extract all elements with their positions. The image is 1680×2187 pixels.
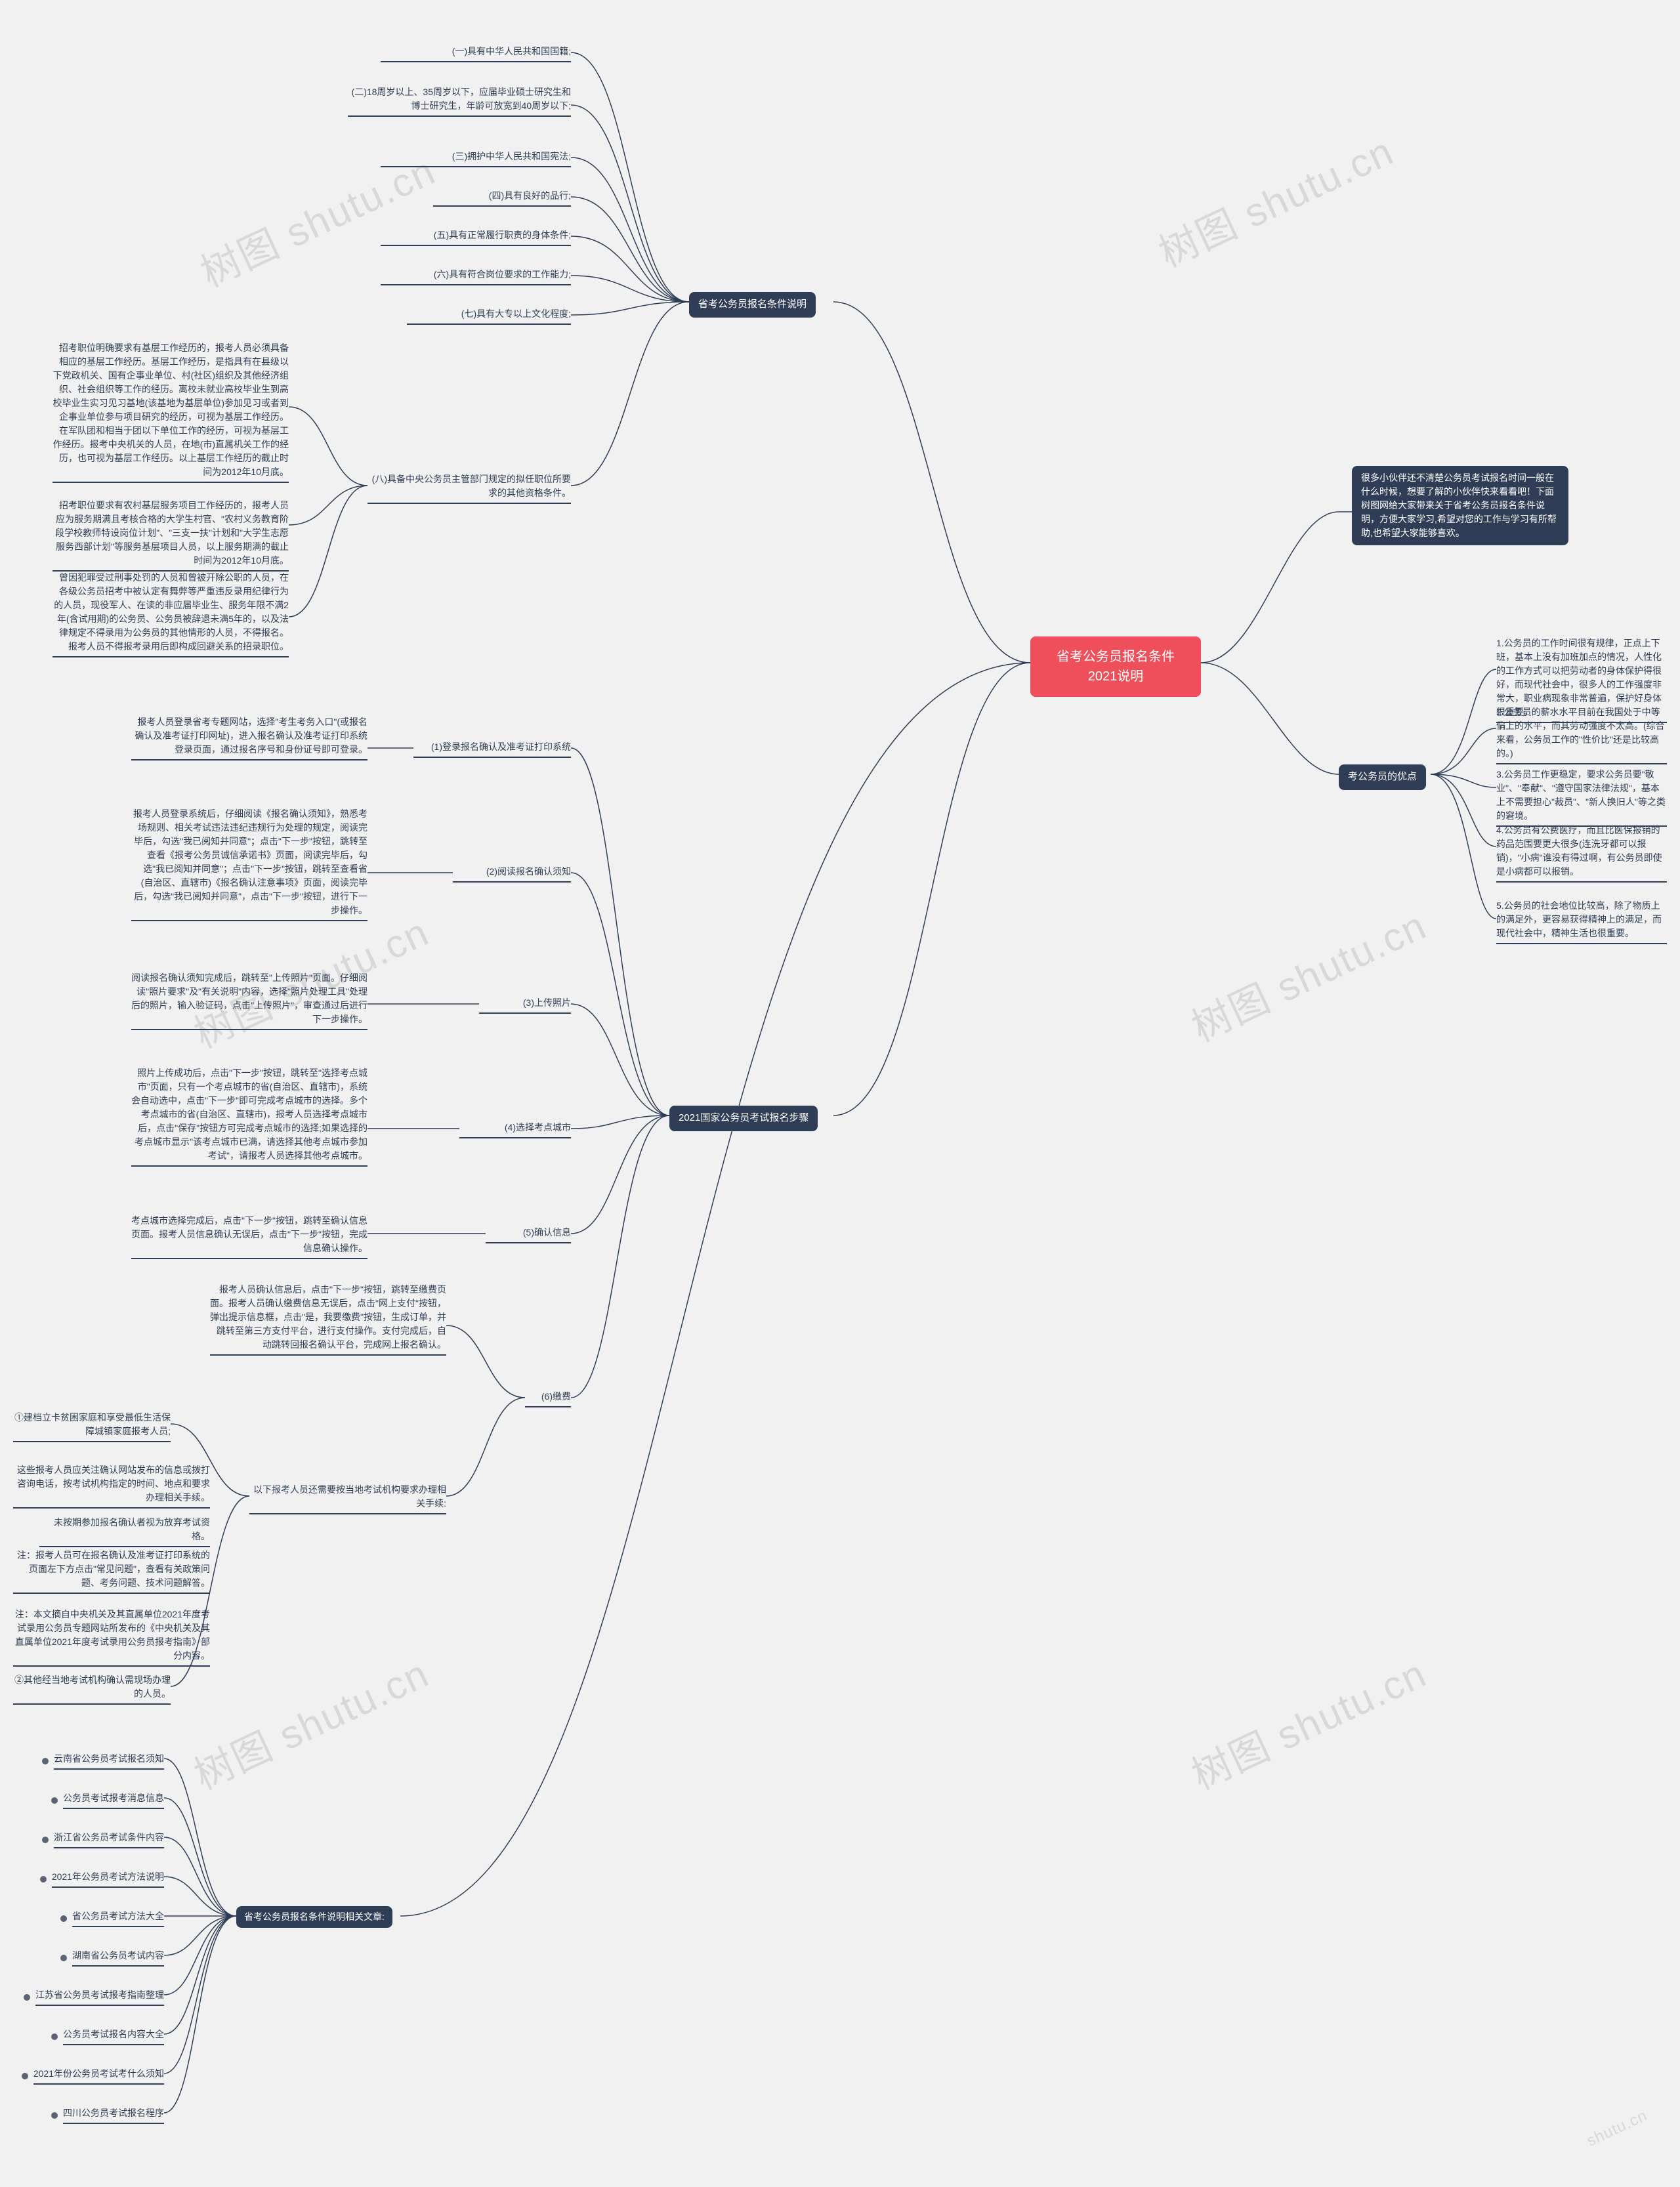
adv-item: 2.公务员的薪水水平目前在我国处于中等偏上的水平，而其劳动强度不太高。(综合来看… — [1496, 705, 1667, 764]
step-key: (1)登录报名确认及准考证打印系统 — [413, 740, 571, 758]
watermark: 树图 shutu.cn — [1148, 120, 1402, 279]
cond-item: (六)具有符合岗位要求的工作能力; — [381, 268, 571, 285]
step-key: (6)缴费 — [525, 1390, 571, 1407]
bullet-icon — [51, 2033, 58, 2040]
step-key: (3)上传照片 — [479, 996, 571, 1014]
bullet-icon — [51, 2112, 58, 2119]
cond-item: (二)18周岁以上、35周岁以下，应届毕业硕士研究生和博士研究生，年龄可放宽到4… — [348, 85, 571, 117]
step-desc: 照片上传成功后，点击"下一步"按钮，跳转至"选择考点城市"页面，只有一个考点城市… — [131, 1066, 368, 1167]
related-label: 省公务员考试方法大全 — [72, 1909, 164, 1927]
related-item[interactable]: 2021年份公务员考试考什么须知 — [13, 2067, 164, 2085]
related-item[interactable]: 省公务员考试方法大全 — [46, 1909, 164, 1927]
watermark-small: shutu.cn — [1584, 2106, 1650, 2150]
branch-conditions[interactable]: 省考公务员报名条件说明 — [689, 292, 816, 318]
bullet-icon — [60, 1915, 67, 1922]
bullet-icon — [42, 1758, 49, 1764]
step-desc: 报考人员登录省考专题网站，选择"考生考务入口"(或报名确认及准考证打印网址)，进… — [131, 715, 368, 760]
cond-item: (八)具备中央公务员主管部门规定的拟任职位所要求的其他资格条件。 — [368, 472, 571, 504]
related-label: 四川公务员考试报名程序 — [63, 2106, 164, 2124]
cond-item: (四)具有良好的品行; — [433, 189, 571, 207]
related-item[interactable]: 公务员考试报名内容大全 — [39, 2028, 164, 2045]
step6-child: ①建档立卡贫困家庭和享受最低生活保障城镇家庭报考人员; — [13, 1411, 171, 1442]
bullet-icon — [24, 1994, 30, 2001]
cond-item: (三)拥护中华人民共和国宪法; — [381, 150, 571, 167]
bullet-icon — [60, 1955, 67, 1961]
step6-note: 注：报考人员可在报名确认及准考证打印系统的页面左下方点击"常见问题"，查看有关政… — [13, 1549, 210, 1594]
related-label: 公务员考试报考消息信息 — [63, 1791, 164, 1809]
step6-child: ②其他经当地考试机构确认需现场办理的人员。 — [13, 1673, 171, 1705]
intro-text: 很多小伙伴还不清楚公务员考试报名时间一般在什么时候，想要了解的小伙伴快来看看吧！… — [1352, 466, 1568, 545]
related-item[interactable]: 浙江省公务员考试条件内容 — [33, 1831, 164, 1848]
step-desc: 报考人员登录系统后，仔细阅读《报名确认须知》，熟悉考场规则、相关考试违法违纪违规… — [131, 807, 368, 921]
cond-sub: 曾因犯罪受过刑事处罚的人员和曾被开除公职的人员，在各级公务员招考中被认定有舞弊等… — [52, 571, 289, 657]
adv-item: 4.公务员有公费医疗，而且比医保报销的药品范围要更大很多(连洗牙都可以报销)，"… — [1496, 823, 1667, 883]
watermark: 树图 shutu.cn — [184, 1642, 437, 1801]
related-label: 浙江省公务员考试条件内容 — [54, 1831, 164, 1848]
step-desc: 考点城市选择完成后，点击"下一步"按钮，跳转至确认信息页面。报考人员信息确认无误… — [131, 1214, 368, 1259]
related-item[interactable]: 江苏省公务员考试报考指南整理 — [13, 1988, 164, 2006]
related-label: 江苏省公务员考试报考指南整理 — [35, 1988, 164, 2006]
branch-related[interactable]: 省考公务员报名条件说明相关文章: — [236, 1906, 392, 1928]
step6-note: 未按期参加报名确认者视为放弃考试资格。 — [39, 1516, 210, 1547]
bullet-icon — [51, 1797, 58, 1804]
step-key: (4)选择考点城市 — [459, 1121, 571, 1138]
step6-sub: 报考人员确认信息后，点击"下一步"按钮，跳转至缴费页面。报考人员确认缴费信息无误… — [210, 1283, 446, 1356]
bullet-icon — [22, 2073, 28, 2079]
root-node[interactable]: 省考公务员报名条件2021说明 — [1030, 636, 1201, 697]
related-label: 公务员考试报名内容大全 — [63, 2028, 164, 2045]
adv-item: 3.公务员工作更稳定，要求公务员要"敬业"、"奉献"、"遵守国家法律法规"，基本… — [1496, 768, 1667, 827]
related-item[interactable]: 2021年公务员考试方法说明 — [26, 1870, 164, 1888]
step6-sub: 以下报考人员还需要按当地考试机构要求办理相关手续: — [249, 1483, 446, 1514]
cond-item: (五)具有正常履行职责的身体条件; — [381, 228, 571, 246]
related-item[interactable]: 四川公务员考试报名程序 — [39, 2106, 164, 2124]
canvas: 树图 shutu.cn 树图 shutu.cn 树图 shutu.cn 树图 s… — [0, 0, 1680, 2187]
related-label: 湖南省公务员考试内容 — [72, 1949, 164, 1967]
cond-item: (一)具有中华人民共和国国籍; — [381, 45, 571, 62]
cond-sub: 招考职位要求有农村基层服务项目工作经历的，报考人员应为服务期满且考核合格的大学生… — [52, 499, 289, 572]
related-item[interactable]: 湖南省公务员考试内容 — [39, 1949, 164, 1967]
step-key: (2)阅读报名确认须知 — [453, 865, 571, 883]
step-key: (5)确认信息 — [486, 1226, 571, 1243]
bullet-icon — [42, 1837, 49, 1843]
branch-advantages[interactable]: 考公务员的优点 — [1339, 764, 1426, 790]
adv-item: 5.公务员的社会地位比较高，除了物质上的满足外，更容易获得精神上的满足，而现代社… — [1496, 899, 1667, 944]
step6-note: 这些报考人员应关注确认网站发布的信息或拨打咨询电话，按考试机构指定的时间、地点和… — [13, 1463, 210, 1509]
cond-item: (七)具有大专以上文化程度; — [407, 307, 571, 325]
branch-steps[interactable]: 2021国家公务员考试报名步骤 — [669, 1106, 818, 1131]
bullet-icon — [40, 1876, 47, 1883]
related-item[interactable]: 云南省公务员考试报名须知 — [33, 1752, 164, 1770]
step-desc: 阅读报名确认须知完成后，跳转至"上传照片"页面。仔细阅读"照片要求"及"有关说明… — [131, 971, 368, 1030]
related-label: 2021年份公务员考试考什么须知 — [33, 2067, 164, 2085]
step6-note: 注：本文摘自中央机关及其直属单位2021年度考试录用公务员专题网站所发布的《中央… — [13, 1608, 210, 1667]
related-item[interactable]: 公务员考试报考消息信息 — [39, 1791, 164, 1809]
watermark: 树图 shutu.cn — [1181, 1642, 1435, 1801]
cond-sub: 招考职位明确要求有基层工作经历的，报考人员必须具备相应的基层工作经历。基层工作经… — [52, 341, 289, 483]
related-label: 2021年公务员考试方法说明 — [52, 1870, 164, 1888]
related-label: 云南省公务员考试报名须知 — [54, 1752, 164, 1770]
watermark: 树图 shutu.cn — [1181, 894, 1435, 1053]
